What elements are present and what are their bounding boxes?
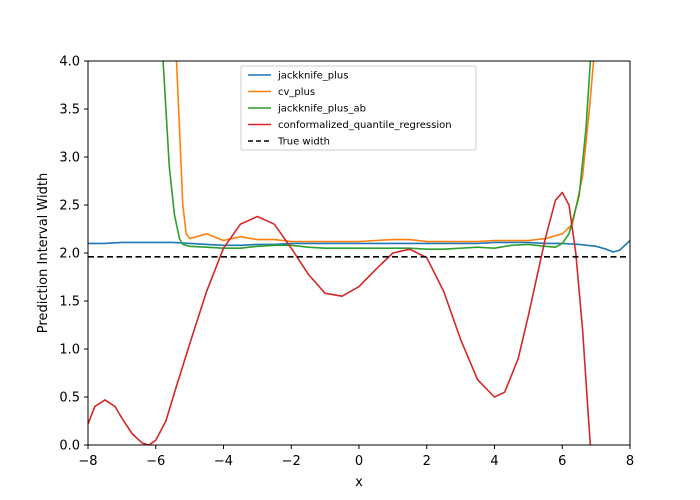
x-tick-label: 4	[490, 454, 498, 469]
y-tick-label: 4.0	[59, 55, 80, 70]
x-tick-label: 8	[626, 454, 634, 469]
legend: jackknife_plus cv_plus jackknife_plus_abco…	[240, 65, 477, 151]
y-tick-label: 1.5	[59, 295, 80, 310]
legend-label: jackknife_plus	[277, 71, 348, 82]
y-tick-label: 3.5	[59, 103, 80, 118]
legend-frame	[240, 65, 477, 151]
legend-label: cv_plus	[278, 87, 315, 98]
x-tick-label: 0	[355, 454, 363, 469]
series-layer	[88, 61, 630, 445]
x-tick-label: −4	[214, 454, 233, 469]
y-tick-label: 3.0	[59, 151, 80, 166]
y-axis-label: Prediction Interval Width	[36, 173, 51, 333]
y-axis-ticks: 0.0 0.5 1.0 1.5 2.0 2.5 3.0 3.5 4.0	[59, 55, 88, 454]
series-line-conformalized-quantile-regression	[88, 191, 592, 445]
x-tick-label: −6	[146, 454, 165, 469]
legend-label: conformalized_quantile_regression	[278, 120, 452, 131]
legend-label: True width	[277, 137, 330, 148]
series-line-jackknife-plus-ab	[162, 61, 592, 250]
x-tick-label: 6	[558, 454, 566, 469]
y-tick-label: 2.0	[59, 247, 80, 262]
series-line-jackknife-plus	[88, 239, 630, 253]
y-tick-label: 1.0	[59, 343, 80, 358]
y-tick-label: 2.5	[59, 199, 80, 214]
x-axis-ticks: −8 −6 −4 −2 0 2 4 6 8	[78, 445, 634, 469]
x-tick-label: −2	[282, 454, 301, 469]
y-tick-label: 0.0	[59, 439, 80, 454]
x-axis-label: x	[355, 475, 363, 490]
x-tick-label: 2	[423, 454, 431, 469]
legend-label: jackknife_plus_ab	[277, 104, 366, 115]
y-tick-label: 0.5	[59, 391, 80, 406]
x-tick-label: −8	[78, 454, 97, 469]
